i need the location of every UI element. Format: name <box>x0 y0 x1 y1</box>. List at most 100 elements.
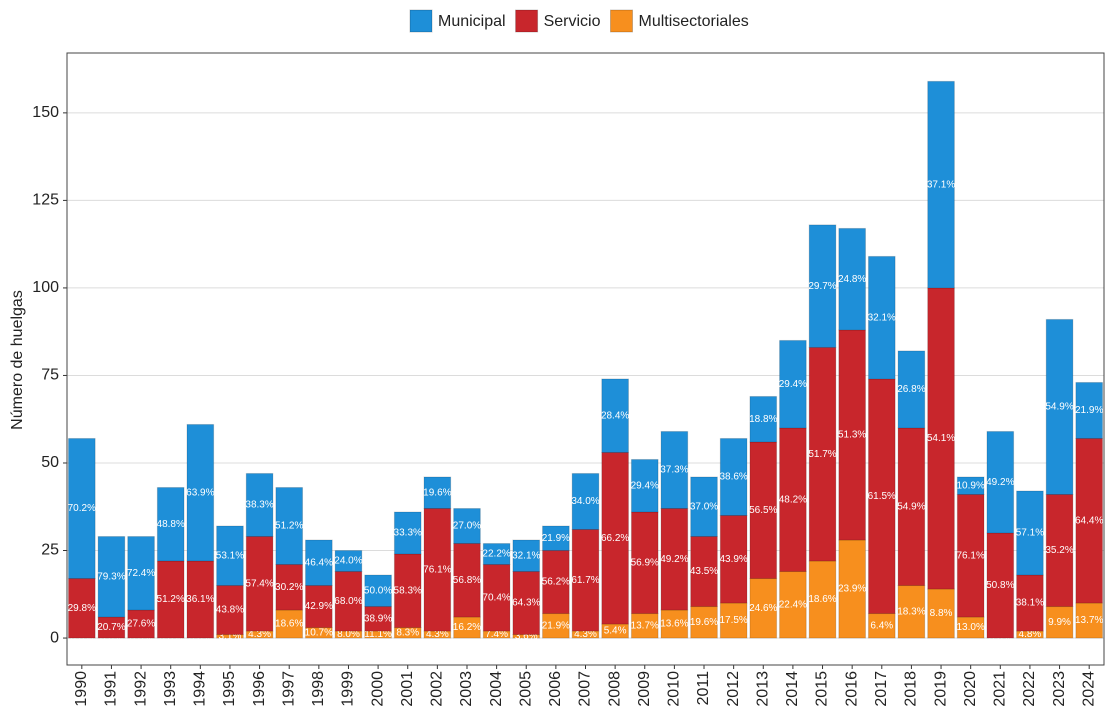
share-label: 50.8% <box>986 580 1014 591</box>
share-label: 22.2% <box>482 549 510 560</box>
x-tick-label: 2005 <box>517 671 534 707</box>
share-label: 53.1% <box>216 550 244 561</box>
share-label: 37.1% <box>927 179 955 190</box>
share-label: 24.6% <box>749 603 777 614</box>
bar-segment <box>334 571 363 632</box>
x-tick-label: 2017 <box>873 671 890 707</box>
bar-segment <box>542 613 570 639</box>
share-label: 32.1% <box>512 550 540 561</box>
share-label: 63.9% <box>186 487 214 498</box>
bar-segment <box>779 339 807 429</box>
x-tick-label: 2024 <box>1080 671 1097 707</box>
bar-segment <box>867 255 896 380</box>
bar-segment <box>571 472 600 531</box>
share-label: 54.9% <box>1045 402 1073 413</box>
bar-segment <box>601 451 629 625</box>
share-label: 42.9% <box>305 601 333 612</box>
share-label: 5.4% <box>604 626 627 637</box>
share-label: 36.1% <box>186 594 214 605</box>
bar-segment <box>630 458 659 513</box>
bar-segment <box>393 511 422 555</box>
share-label: 30.2% <box>275 582 303 593</box>
share-label: 21.9% <box>542 620 570 631</box>
share-label: 48.8% <box>157 519 185 530</box>
y-tick-label: 0 <box>50 629 59 646</box>
bar-segment <box>512 571 541 636</box>
share-label: 43.5% <box>690 566 718 577</box>
x-tick-label: 2023 <box>1051 671 1068 707</box>
bar-segment <box>571 529 600 632</box>
y-tick-label: 50 <box>41 454 59 471</box>
x-tick-label: 1994 <box>192 671 209 707</box>
share-label: 24.0% <box>334 556 362 567</box>
share-label: 0.0% <box>70 633 93 644</box>
share-label: 38.6% <box>719 472 747 483</box>
bar-segment <box>1045 606 1074 639</box>
bar-segment <box>542 525 570 552</box>
share-label: 10.9% <box>956 480 984 491</box>
share-label: 29.7% <box>808 281 836 292</box>
share-label: 70.4% <box>482 592 510 603</box>
share-label: 20.7% <box>97 622 125 633</box>
share-label: 22.4% <box>779 599 807 610</box>
x-tick-label: 2012 <box>725 671 742 707</box>
bar-segment <box>1016 574 1044 632</box>
legend-label: Multisectoriales <box>639 13 749 30</box>
x-tick-label: 1997 <box>280 671 297 707</box>
bar-segment <box>364 606 392 632</box>
share-label: 9.9% <box>1048 617 1071 628</box>
x-tick-label: 2018 <box>903 671 920 707</box>
share-label: 51.2% <box>275 521 303 532</box>
share-label: 18.3% <box>897 606 925 617</box>
x-tick-label: 2015 <box>814 671 831 707</box>
bar-segment <box>67 437 96 580</box>
bar-segment <box>838 227 866 331</box>
bar-segment <box>779 571 807 639</box>
bar-segment <box>897 427 926 587</box>
share-label: 16.2% <box>453 622 481 633</box>
bar-segment <box>927 287 955 590</box>
share-label: 7.4% <box>485 629 508 640</box>
share-label: 56.2% <box>542 577 570 588</box>
x-tick-label: 1998 <box>310 671 327 707</box>
share-label: 51.2% <box>157 594 185 605</box>
y-tick-label: 150 <box>32 104 59 121</box>
x-tick-label: 2020 <box>962 671 979 707</box>
x-tick-label: 2000 <box>369 671 386 707</box>
bar-segment <box>482 564 511 632</box>
bar-segment <box>808 224 837 348</box>
share-label: 46.4% <box>305 557 333 568</box>
share-label: 38.9% <box>364 613 392 624</box>
bar-segment <box>690 536 718 608</box>
bar-segment <box>1045 318 1074 495</box>
x-tick-label: 2019 <box>932 671 949 707</box>
share-label: 76.1% <box>956 550 984 561</box>
share-label: 43.8% <box>216 605 244 616</box>
share-label: 61.5% <box>868 491 896 502</box>
y-tick-label: 100 <box>32 279 59 296</box>
share-label: 51.3% <box>838 430 866 441</box>
share-label: 27.6% <box>127 619 155 630</box>
bar-segment <box>186 423 215 562</box>
bar-segment <box>305 539 333 587</box>
share-label: 4.3% <box>248 629 271 640</box>
y-axis-title: Número de huelgas <box>9 290 26 430</box>
share-label: 11.1% <box>364 629 392 640</box>
bar-segment <box>749 578 778 639</box>
bar-segment <box>630 511 659 615</box>
share-label: 76.1% <box>423 564 451 575</box>
y-tick-label: 75 <box>41 367 59 384</box>
bar-segment <box>216 585 244 636</box>
share-label: 29.4% <box>779 379 807 390</box>
x-tick-label: 2021 <box>992 671 1009 707</box>
share-label: 26.8% <box>897 384 925 395</box>
share-label: 8.3% <box>396 627 419 638</box>
bar-segment <box>897 350 926 429</box>
bar-segment <box>660 430 689 509</box>
share-label: 0.0% <box>189 633 212 644</box>
bar-segment <box>660 507 689 611</box>
x-tick-label: 1992 <box>132 671 149 707</box>
bar-segment <box>453 507 481 545</box>
plot-frame <box>66 52 1105 666</box>
bar-segment <box>897 585 926 639</box>
